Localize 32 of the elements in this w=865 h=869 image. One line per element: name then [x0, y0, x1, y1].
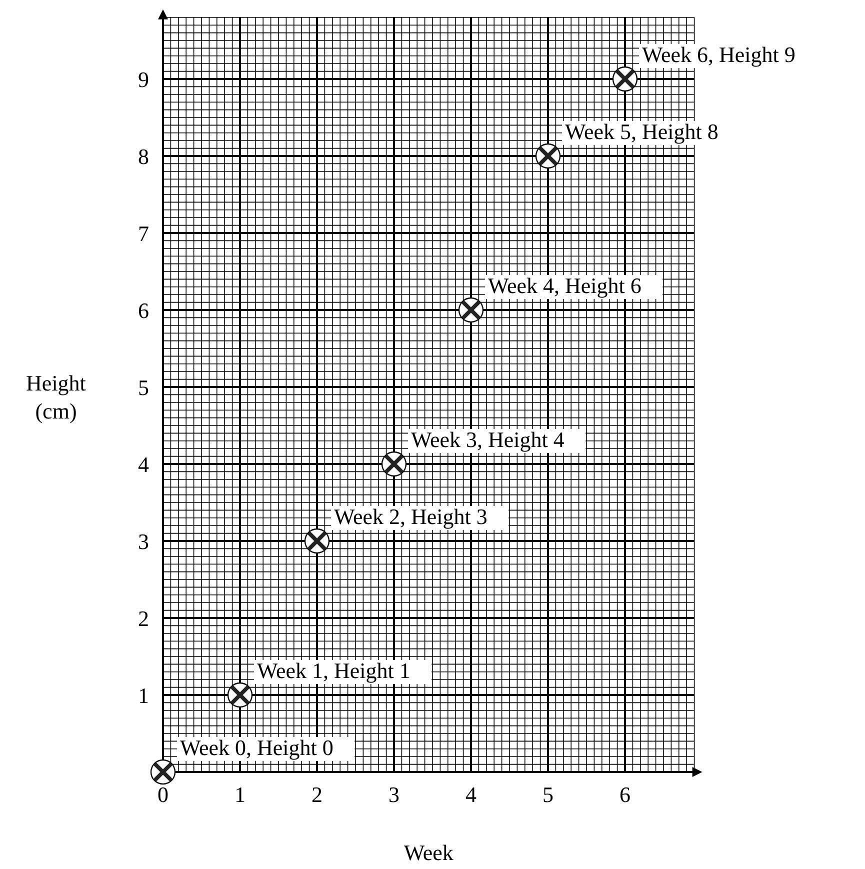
annotation: Week 6, Height 9 [642, 42, 796, 67]
y-tick-label: 3 [138, 529, 149, 554]
point [150, 759, 176, 785]
point [381, 451, 407, 477]
annotation: Week 0, Height 0 [180, 735, 334, 760]
y-tick-label: 5 [138, 375, 149, 400]
y-tick-label: 9 [138, 67, 149, 92]
x-tick-label: 5 [542, 782, 554, 807]
annotation: Week 5, Height 8 [565, 119, 718, 144]
annotation: Week 1, Height 1 [257, 658, 410, 683]
point [227, 682, 253, 708]
x-tick-label: 2 [312, 782, 322, 807]
x-axis-title: Week [404, 840, 454, 865]
point [304, 528, 330, 554]
y-tick-label: 8 [138, 144, 149, 169]
x-tick-label: 3 [388, 782, 400, 807]
annotation: Week 2, Height 3 [334, 504, 488, 529]
y-tick-label: 7 [138, 221, 149, 246]
y-tick-label: 2 [138, 606, 149, 631]
annotation: Week 4, Height 6 [488, 273, 642, 298]
point [458, 297, 484, 323]
x-tick-label: 4 [466, 782, 476, 807]
annotation: Week 3, Height 4 [411, 427, 564, 452]
y-tick-label: 1 [138, 683, 149, 708]
y-axis-title: Height (cm) [26, 370, 86, 424]
x-tick-label: 0 [158, 782, 168, 807]
y-tick-label: 4 [138, 452, 149, 477]
x-tick-label: 6 [620, 782, 630, 807]
x-tick-label: 1 [234, 782, 246, 807]
y-tick-label: 6 [138, 298, 149, 323]
point [535, 143, 561, 169]
point [612, 66, 638, 92]
